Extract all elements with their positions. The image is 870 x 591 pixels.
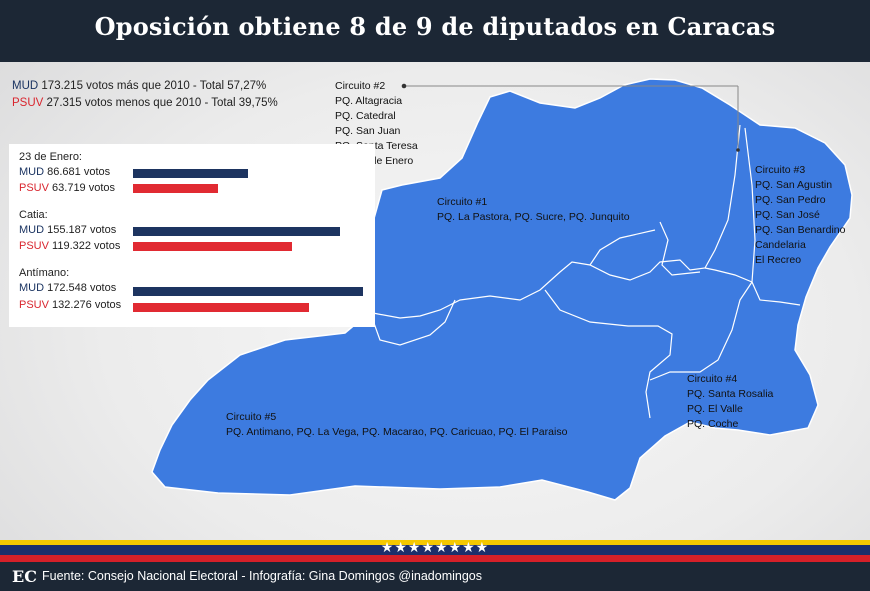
flag-stripes [0, 540, 870, 562]
psuv-bar [133, 184, 218, 193]
mud-bar [133, 287, 363, 296]
publisher-logo: EC [12, 567, 37, 586]
mud-value-label: MUD 155.187 votos [19, 224, 117, 236]
leader-dot-end [736, 148, 740, 152]
summary-mud-row: MUD 173.215 votos más que 2010 - Total 5… [12, 78, 278, 95]
source-credit: Fuente: Consejo Nacional Electoral - Inf… [42, 569, 483, 583]
psuv-value-label: PSUV 132.276 votos [19, 299, 122, 311]
mud-value-label: MUD 172.548 votos [19, 282, 117, 294]
circuit2-leader [404, 85, 739, 150]
chart-category-label: Antímano: [19, 267, 70, 279]
map-region-caracas [151, 78, 853, 501]
mud-bar [133, 169, 248, 178]
flag-stripe-red [0, 555, 870, 562]
summary-psuv-text: 27.315 votos menos que 2010 - Total 39,7… [46, 97, 278, 109]
vote-summary: MUD 173.215 votos más que 2010 - Total 5… [12, 78, 278, 112]
header-bar: Oposición obtiene 8 de 9 de diputados en… [0, 0, 870, 62]
page-title: Oposición obtiene 8 de 9 de diputados en… [94, 12, 776, 41]
circuit-borders [367, 124, 801, 419]
psuv-value-label: PSUV 119.322 votos [19, 240, 121, 252]
summary-mud-party: MUD [12, 80, 39, 92]
mud-value-label: MUD 86.681 votos [19, 166, 111, 178]
mud-bar [133, 227, 340, 236]
psuv-bar [133, 303, 309, 312]
summary-psuv-party: PSUV [12, 97, 44, 109]
leader-dot-start [401, 83, 407, 89]
chart-category-label: 23 de Enero: [19, 151, 82, 163]
chart-category-label: Catia: [19, 209, 48, 221]
psuv-bar [133, 242, 292, 251]
circuit-1-label: Circuito #1 PQ. La Pastora, PQ. Sucre, P… [437, 196, 630, 223]
summary-mud-text: 173.215 votos más que 2010 - Total 57,27… [41, 80, 267, 92]
flag-stripe-blue [0, 545, 870, 555]
footer-bar: EC Fuente: Consejo Nacional Electoral - … [0, 562, 870, 591]
psuv-value-label: PSUV 63.719 votos [19, 182, 116, 194]
circuit-5-label: Circuito #5 PQ. Antimano, PQ. La Vega, P… [226, 411, 568, 438]
circuit-3-label: Circuito #3 PQ. San Agustin PQ. San Pedr… [755, 164, 846, 266]
circuit-4-label: Circuito #4 PQ. Santa Rosalia PQ. El Val… [687, 373, 774, 430]
flag-stars: ★★★★★★★★ [380, 539, 490, 555]
flag-stripe-yellow [0, 540, 870, 545]
parish-vote-chart: 23 de Enero: MUD 86.681 votos PSUV 63.71… [9, 144, 375, 327]
summary-psuv-row: PSUV 27.315 votos menos que 2010 - Total… [12, 95, 278, 112]
